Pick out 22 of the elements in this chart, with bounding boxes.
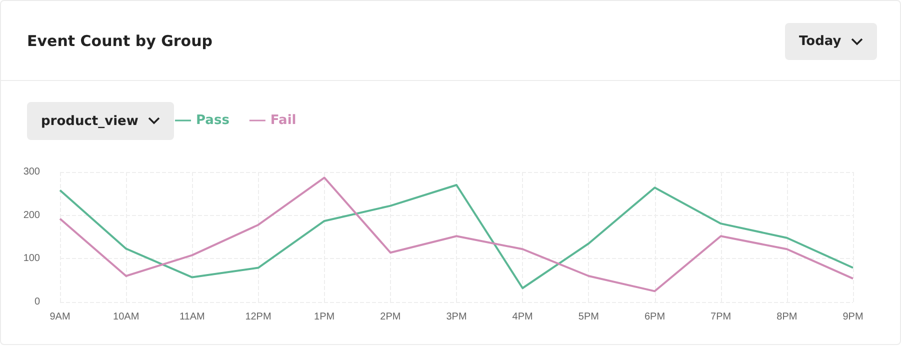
y-tick-label: 300 (23, 166, 40, 178)
x-tick-label: 11AM (179, 312, 205, 322)
chart-title: Event Count by Group (27, 32, 213, 50)
x-tick-label: 7PM (710, 312, 732, 322)
x-tick-label: 1PM (314, 312, 335, 322)
x-tick-label: 6PM (644, 312, 666, 322)
y-tick-label: 200 (23, 210, 40, 221)
legend-label: Fail (270, 113, 296, 128)
x-tick-label: 9PM (842, 312, 864, 322)
x-tick-label: 9AM (50, 312, 70, 322)
y-tick-label: 100 (23, 253, 40, 264)
text: Today (799, 34, 842, 49)
legend-label: Pass (196, 113, 230, 128)
x-tick-label: 2PM (380, 312, 401, 322)
x-tick-label: 12PM (245, 312, 272, 322)
x-tick-label: 10AM (113, 312, 140, 322)
text: product_view (41, 114, 138, 128)
y-tick-label: 0 (34, 296, 40, 308)
x-tick-label: 3PM (446, 312, 467, 322)
x-tick-label: 5PM (578, 312, 599, 322)
x-tick-label: 4PM (512, 312, 533, 322)
x-tick-label: 8PM (776, 312, 798, 322)
